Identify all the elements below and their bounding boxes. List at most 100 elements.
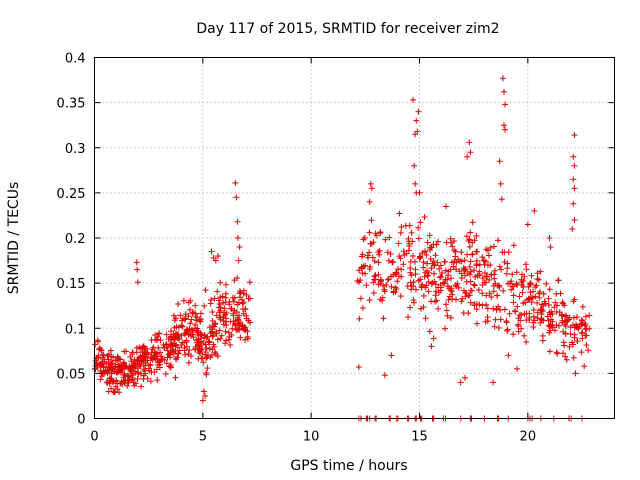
data-point [92, 341, 99, 348]
x-tick-label: 20 [520, 430, 537, 445]
data-point [572, 370, 579, 377]
data-point [461, 257, 468, 264]
data-point [178, 332, 185, 339]
data-point [499, 249, 506, 256]
data-point [465, 310, 472, 317]
data-point [581, 363, 588, 370]
data-point [543, 280, 550, 287]
data-point [445, 296, 452, 303]
data-point [190, 334, 197, 341]
data-point [133, 349, 140, 356]
data-point [182, 311, 189, 318]
data-point [427, 255, 434, 262]
data-point [209, 309, 216, 316]
data-point [234, 235, 241, 241]
data-point [222, 328, 229, 335]
data-point [425, 288, 432, 295]
data-point [124, 372, 131, 379]
data-point [410, 299, 417, 306]
data-point [415, 108, 422, 115]
data-point [501, 258, 508, 265]
data-point [471, 267, 478, 274]
data-point [242, 305, 249, 312]
data-point [384, 249, 391, 256]
data-point [570, 200, 577, 207]
data-point [490, 288, 497, 295]
data-point [145, 365, 152, 372]
data-point [145, 351, 152, 358]
data-point [571, 216, 578, 223]
data-point [479, 275, 486, 282]
data-point [453, 296, 460, 303]
data-point [223, 337, 230, 344]
data-point [501, 88, 507, 95]
data-point [437, 262, 444, 269]
data-point [109, 379, 116, 386]
data-point [457, 379, 464, 386]
data-point [484, 314, 491, 321]
data-point [217, 279, 224, 286]
data-point [473, 248, 480, 255]
data-point [498, 266, 505, 273]
data-point [569, 225, 576, 232]
data-point [501, 122, 507, 129]
data-point [423, 282, 430, 289]
data-point [197, 350, 204, 357]
data-point [442, 267, 449, 274]
data-point [389, 258, 396, 265]
data-point [481, 261, 488, 268]
data-point [556, 309, 563, 316]
data-point [225, 336, 232, 343]
data-point [455, 256, 462, 263]
data-point [467, 258, 474, 265]
data-point [366, 249, 373, 256]
data-point [499, 75, 506, 82]
data-point [466, 236, 473, 243]
data-point [473, 306, 480, 313]
data-point [444, 276, 451, 283]
data-point [504, 327, 511, 334]
data-point [375, 249, 382, 256]
data-point [377, 276, 384, 283]
data-point [400, 261, 407, 268]
data-point [453, 259, 460, 266]
data-point [515, 328, 522, 335]
data-point [464, 270, 471, 277]
data-point [360, 236, 367, 243]
data-point [466, 243, 473, 250]
data-point [192, 321, 199, 328]
data-point [206, 338, 213, 345]
data-point [407, 279, 414, 286]
data-point [226, 333, 233, 340]
data-point [579, 303, 586, 310]
data-point [549, 318, 556, 325]
data-point [134, 357, 141, 364]
data-point [571, 296, 578, 303]
data-point [444, 312, 451, 319]
data-point [498, 196, 505, 203]
data-point [560, 300, 567, 307]
y-tick-label: 0 [77, 413, 85, 428]
data-point [401, 251, 408, 258]
data-point [476, 268, 483, 275]
data-point [488, 294, 495, 301]
data-point [540, 303, 547, 310]
data-point [111, 389, 118, 396]
data-point [195, 341, 202, 348]
data-point [186, 306, 193, 313]
y-tick-label: 0.1 [65, 322, 86, 337]
data-point [367, 180, 374, 187]
data-point [359, 251, 366, 258]
data-point [571, 132, 578, 139]
data-point [153, 351, 160, 358]
data-point [405, 238, 412, 245]
data-point [514, 365, 520, 372]
data-point [538, 316, 545, 323]
data-point [426, 328, 433, 335]
data-point [107, 347, 114, 354]
data-point [200, 388, 207, 395]
data-point [514, 303, 521, 310]
data-point [453, 266, 460, 273]
data-point [494, 292, 501, 299]
data-point [504, 265, 511, 272]
